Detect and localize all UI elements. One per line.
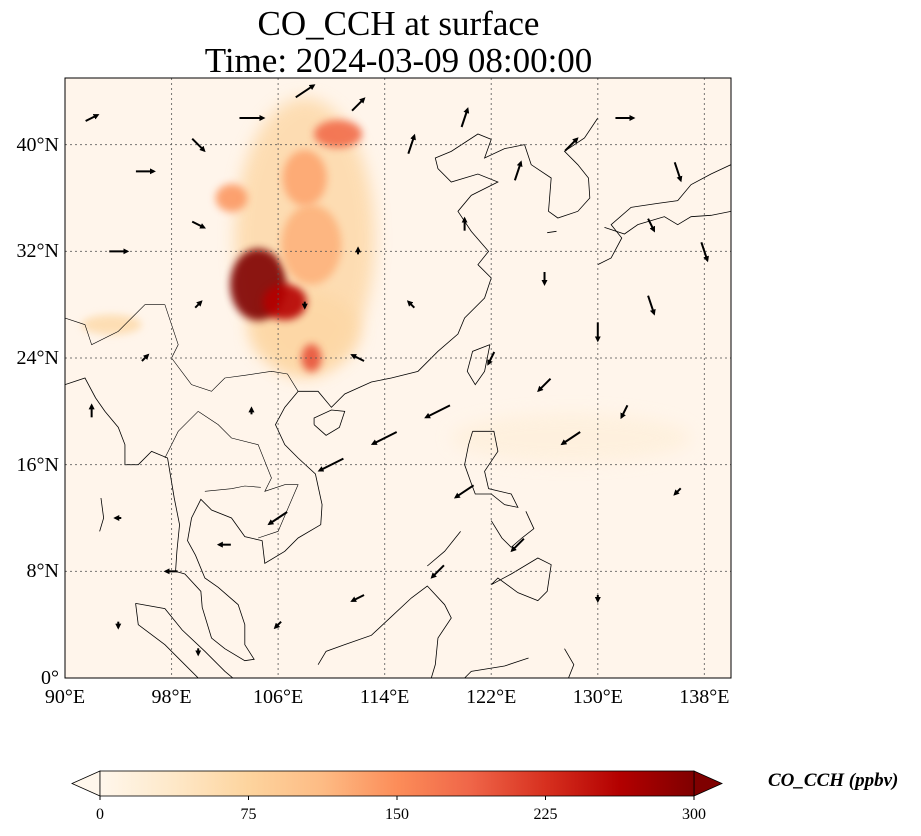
map-background — [65, 78, 731, 678]
coastline-segment — [135, 602, 234, 678]
concentration-field — [81, 98, 692, 463]
chart-subtitle-time: Time: 2024-03-09 08:00:00 — [204, 41, 593, 80]
wind-arrow — [673, 162, 683, 183]
colorbar-extend-min — [71, 770, 101, 797]
wind-arrow — [560, 431, 581, 446]
wind-arrow — [317, 457, 344, 472]
colorbar-tick-label: 150 — [385, 806, 409, 823]
plume-myanmar-tibet-edge — [81, 314, 142, 335]
wind-arrow — [564, 137, 579, 152]
coastline-segment — [427, 531, 461, 567]
wind-arrow — [430, 564, 445, 579]
wind-arrow — [700, 242, 709, 263]
coastline-segment — [604, 210, 731, 235]
plume-chongqing — [262, 284, 307, 320]
lat-tick-label: 16°N — [16, 453, 59, 476]
wind-arrow — [191, 220, 206, 229]
coastline-segment — [490, 511, 535, 548]
coastline-segment — [99, 497, 105, 532]
lat-tick-label: 24°N — [16, 347, 59, 369]
coastline-segment — [317, 585, 452, 678]
wind-arrow — [647, 218, 655, 233]
lon-tick-label: 98°E — [151, 686, 192, 708]
colorbar-tick-label: 300 — [682, 806, 706, 823]
map-frame — [64, 77, 732, 679]
wind-arrow — [510, 537, 525, 553]
wind-arrow — [194, 300, 203, 309]
country-border — [164, 304, 299, 392]
wind-arrow — [351, 97, 366, 112]
wind-arrow — [647, 295, 656, 316]
wind-arrow — [267, 511, 288, 526]
lat-tick-label: 8°N — [26, 560, 59, 583]
wind-arrow — [620, 404, 629, 420]
lon-tick-label: 106°E — [253, 686, 304, 708]
wind-arrow — [85, 114, 100, 122]
coastline-segment — [298, 133, 525, 408]
lon-tick-label: 130°E — [572, 686, 623, 708]
wind-arrow — [487, 351, 496, 366]
chart-title: CO_CCH at surface — [257, 4, 540, 43]
wind-arrow — [407, 133, 416, 154]
lat-tick-label: 40°N — [16, 133, 59, 156]
lat-tick-label: 32°N — [16, 240, 59, 263]
wind-arrow — [460, 107, 470, 128]
country-border — [164, 411, 199, 459]
wind-arrow — [273, 620, 282, 630]
coastline-segment — [95, 391, 323, 662]
lon-tick-label: 138°E — [679, 686, 730, 708]
country-border — [65, 304, 165, 346]
coastline-segment — [547, 230, 557, 234]
colorbar — [71, 770, 723, 800]
wind-arrow — [453, 484, 475, 499]
wind-arrow — [141, 353, 150, 362]
colorbar-tick-label: 0 — [96, 806, 104, 823]
lat-tick-label: 0° — [41, 667, 59, 689]
plume-central-china — [281, 204, 342, 285]
country-border — [198, 411, 299, 539]
lon-tick-label: 114°E — [359, 686, 410, 708]
coastline-segment — [65, 377, 96, 399]
wind-arrow — [295, 84, 316, 99]
coastline-segment — [464, 430, 519, 508]
coastline-segment — [490, 557, 552, 602]
coastline-segment — [466, 344, 491, 386]
wind-arrow — [537, 377, 552, 393]
lon-tick-label: 90°E — [44, 686, 86, 708]
coastline-segment — [313, 409, 346, 436]
wind-arrow — [370, 431, 398, 445]
wind-arrow — [350, 354, 365, 362]
plume-north-china-plain — [314, 120, 363, 148]
coastline-segment — [564, 648, 575, 678]
coastline-segment — [597, 164, 731, 266]
coastline-segment — [464, 657, 529, 678]
country-border — [204, 485, 261, 492]
colorbar-gradient — [99, 770, 695, 797]
wind-vectors — [85, 84, 709, 657]
wind-arrow — [350, 594, 365, 602]
colorbar-label: CO_CCH (ppbv) — [768, 770, 899, 791]
wind-arrow — [673, 487, 682, 496]
plume-gansu — [215, 184, 248, 212]
colorbar-tick-label: 75 — [240, 806, 257, 823]
wind-arrow — [406, 300, 416, 309]
lon-tick-label: 122°E — [466, 686, 517, 708]
wind-arrow — [191, 137, 206, 153]
plume-shanxi — [282, 150, 327, 206]
wind-arrow — [424, 404, 451, 419]
colorbar-tick-label: 225 — [533, 806, 558, 823]
gridlines — [65, 78, 731, 678]
wind-arrow — [513, 160, 523, 181]
colorbar-extend-max — [693, 770, 723, 797]
